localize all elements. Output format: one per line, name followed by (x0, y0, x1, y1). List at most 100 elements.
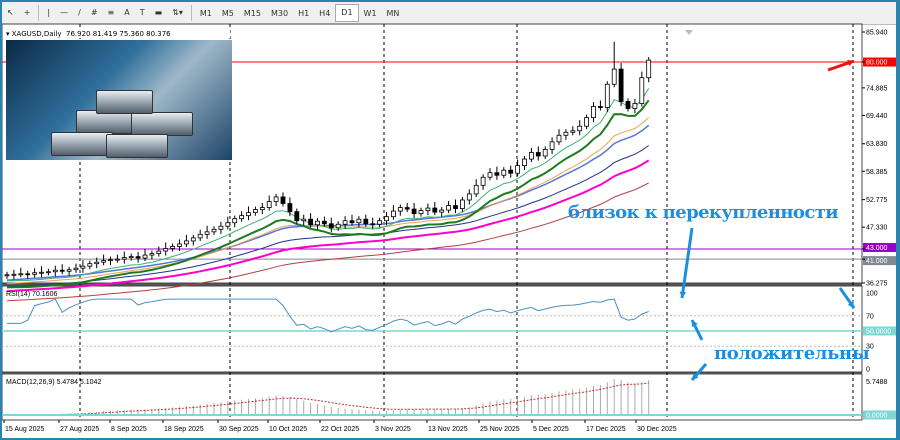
bullish-candle (384, 216, 389, 222)
bearish-candle (535, 152, 541, 157)
bullish-candle (190, 237, 196, 242)
bullish-candle (4, 274, 10, 277)
date-label: 30 Sep 2025 (219, 426, 259, 433)
channel-icon[interactable]: ≡ (107, 8, 115, 17)
vertical-line-icon[interactable]: | (47, 8, 51, 17)
bearish-candle (508, 169, 514, 174)
macd-tick-label: 5.7488 (866, 379, 888, 386)
horizontal-line-icon[interactable]: — (60, 8, 69, 17)
timeframe-m15[interactable]: M15 (243, 8, 261, 18)
bullish-candle (94, 261, 100, 265)
bearish-candle (598, 106, 603, 108)
bullish-candle (108, 259, 113, 262)
ma-200-line (6, 159, 650, 293)
bullish-candle (549, 141, 555, 150)
timeframe-d1[interactable]: D1 (335, 4, 359, 22)
bullish-candle (246, 212, 251, 217)
bullish-candle (487, 172, 493, 178)
crosshair-icon[interactable]: + (23, 8, 31, 17)
bullish-candle (459, 199, 465, 209)
timeframe-w1[interactable]: W1 (363, 8, 377, 18)
bearish-candle (25, 273, 31, 276)
ema-slow-line (6, 99, 650, 289)
trendline-icon[interactable]: / (78, 8, 81, 17)
bullish-candle (18, 273, 24, 276)
timeframe-mn[interactable]: MN (386, 8, 400, 18)
bearish-candle (453, 205, 458, 209)
price-tick-label: 47.330 (866, 225, 888, 232)
symbol-ohlc-label: ▾ XAGUSD,Daily 76.920 81.419 75.360 80.3… (6, 30, 230, 38)
timeframe-h4[interactable]: H4 (319, 8, 331, 18)
bullish-candle (604, 83, 610, 108)
ma-100-line (6, 124, 650, 281)
blue-arrow-icon-head (692, 373, 699, 380)
timeframe-h1[interactable]: H1 (298, 8, 310, 18)
cursor-icon[interactable]: ↖ (7, 8, 14, 17)
bullish-candle (156, 250, 162, 254)
bearish-candle (294, 211, 300, 222)
date-label: 22 Oct 2025 (321, 426, 359, 433)
bearish-candle (370, 223, 376, 226)
bullish-candle (80, 265, 86, 269)
price-tick-label: 85.940 (866, 30, 888, 37)
annotation-overbought: близок к перекупленности (568, 202, 839, 223)
date-label: 13 Nov 2025 (428, 426, 468, 433)
bullish-candle (480, 176, 486, 186)
fibonacci-icon[interactable]: # (90, 8, 98, 17)
bullish-candle (197, 233, 203, 239)
timeframe-m5[interactable]: M5 (221, 8, 234, 18)
bullish-candle (356, 218, 362, 224)
ohlc-values: 76.920 81.419 75.360 80.376 (65, 30, 171, 38)
bearish-candle (59, 269, 65, 272)
price-tick-label: 36.275 (866, 281, 888, 288)
annotation-positive: положительны (714, 343, 870, 364)
blue-arrow-icon-head (679, 291, 687, 298)
bullish-candle (446, 205, 452, 211)
bearish-candle (280, 196, 286, 204)
bearish-candle (328, 223, 334, 229)
rectangle-icon[interactable]: ▬ (154, 8, 163, 17)
bullish-candle (101, 260, 106, 263)
bullish-candle (501, 169, 507, 176)
bullish-candle (611, 68, 617, 85)
timeframe-m1[interactable]: M1 (199, 8, 212, 18)
timeframe-m30[interactable]: M30 (270, 8, 289, 18)
bullish-candle (39, 271, 44, 274)
bullish-candle (273, 196, 279, 202)
bullish-candle (177, 243, 182, 247)
bullish-candle (183, 240, 189, 245)
bullish-candle (266, 201, 272, 208)
arrows-icon[interactable]: ⇅▾ (172, 8, 183, 17)
bullish-candle (556, 134, 562, 143)
bullish-candle (335, 223, 341, 229)
date-label: 25 Nov 2025 (480, 426, 520, 433)
bullish-candle (128, 256, 134, 259)
price-tick-label: 63.830 (866, 141, 888, 148)
label-icon[interactable]: T (139, 8, 145, 17)
bullish-candle (232, 218, 238, 224)
bullish-candle (439, 209, 445, 213)
bullish-candle (115, 258, 120, 261)
bullish-candle (163, 248, 169, 252)
price-tick-label: 80.000 (866, 60, 888, 67)
bearish-candle (411, 208, 417, 215)
bullish-candle (577, 125, 583, 132)
shift-marker-icon (685, 30, 693, 35)
date-label: 3 Nov 2025 (375, 426, 411, 433)
bullish-candle (632, 103, 638, 109)
bullish-candle (149, 253, 155, 256)
bullish-candle (73, 267, 79, 271)
date-label: 27 Aug 2025 (60, 426, 99, 433)
silver-bars-image (6, 40, 232, 160)
bullish-candle (66, 269, 72, 272)
separator (38, 5, 40, 21)
bearish-candle (308, 218, 314, 226)
text-icon[interactable]: A (124, 8, 130, 17)
bullish-candle (52, 269, 58, 273)
bullish-candle (211, 228, 217, 233)
separator (190, 5, 192, 21)
bullish-candle (466, 193, 472, 201)
rsi-tick-label: 70 (866, 313, 874, 320)
price-tick-label: 74.885 (866, 85, 888, 92)
price-tick-label: 52.775 (866, 197, 888, 204)
